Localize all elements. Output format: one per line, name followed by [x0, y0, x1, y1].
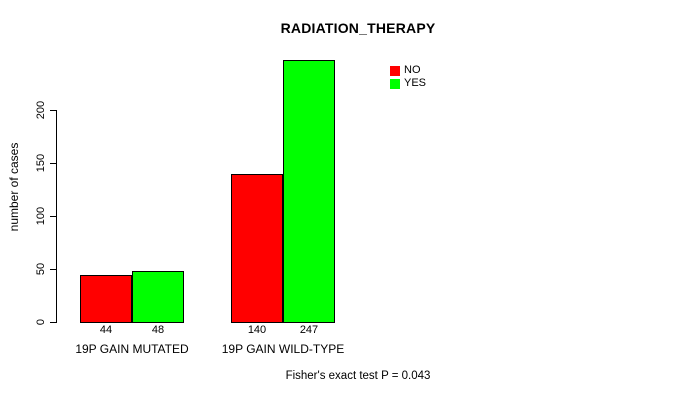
bar-value-label: 140 [247, 324, 267, 336]
bar-value-label: 247 [299, 324, 319, 336]
bar-no-2 [231, 174, 283, 323]
y-axis-tick [50, 216, 57, 217]
y-tick-label: 150 [35, 153, 47, 173]
legend-label-no: NO [404, 64, 421, 76]
legend-swatch-yes [390, 78, 400, 89]
bar-yes-1 [132, 271, 184, 323]
y-axis-label: number of cases [7, 142, 21, 232]
y-axis-tick [50, 322, 57, 323]
chart-title: RADIATION_THERAPY [280, 20, 436, 36]
legend-swatch-no [390, 65, 400, 76]
category-label: 19P GAIN MUTATED [75, 342, 189, 356]
y-axis-tick [50, 269, 57, 270]
legend-label-yes: YES [404, 77, 427, 89]
y-axis-tick [50, 110, 57, 111]
bar-value-label: 44 [99, 324, 113, 336]
bar-no-1 [80, 275, 132, 323]
y-axis-tick [50, 163, 57, 164]
legend: NO YES [390, 64, 426, 90]
category-label: 19P GAIN WILD-TYPE [221, 342, 345, 356]
y-tick-label: 50 [35, 262, 47, 276]
annotation-text: Fisher's exact test P = 0.043 [285, 370, 431, 382]
legend-item-no: NO [390, 64, 426, 77]
bar-value-label: 48 [151, 324, 165, 336]
bar-yes-2 [283, 60, 335, 323]
legend-item-yes: YES [390, 77, 426, 90]
y-tick-label: 200 [35, 100, 47, 120]
y-tick-label: 100 [35, 206, 47, 226]
y-tick-label: 0 [35, 318, 47, 326]
